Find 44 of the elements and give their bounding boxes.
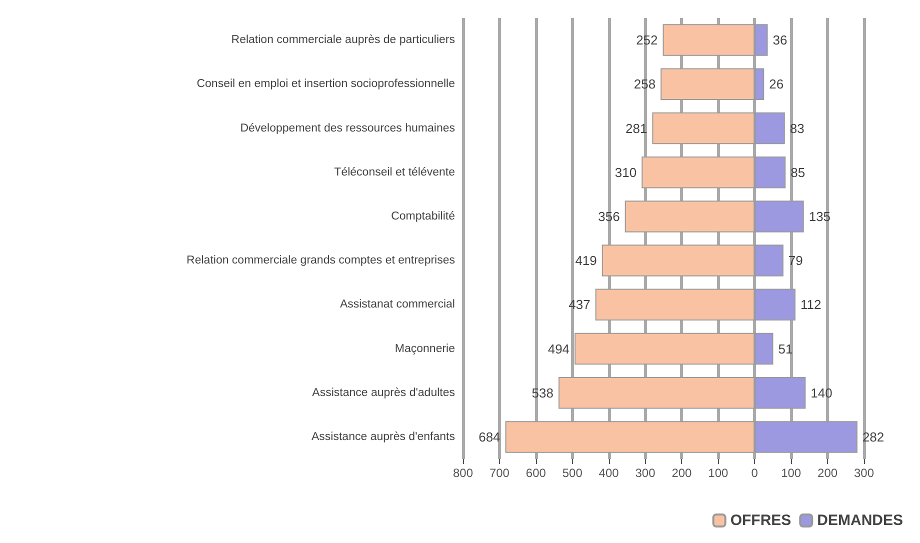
y-tick-label: Assistance auprès d'enfants [312,430,456,443]
data-label: 684 [478,429,500,444]
data-label: 258 [634,76,656,92]
x-tick-label: 100 [781,466,802,480]
x-tick-label: 400 [598,466,620,480]
data-label: 252 [636,32,658,48]
data-label: 538 [532,385,554,400]
data-label: 83 [790,120,804,136]
data-label: 494 [548,341,570,356]
x-tick-label: 800 [452,466,474,480]
legend-label: OFFRES [730,512,792,529]
legend-label: DEMANDES [817,512,904,529]
y-tick-label: Comptabilité [391,210,455,222]
data-label: 36 [772,32,788,48]
x-tick-label: 100 [708,466,729,480]
data-label: 437 [568,297,590,312]
x-tick-label: 700 [489,466,510,480]
data-label: 282 [862,429,884,444]
data-label: 85 [790,164,806,180]
y-tick-label: Conseil en emploi et insertion socioprofessionnelle [196,78,455,90]
data-label: 419 [575,253,597,268]
x-tick-label: 200 [672,466,692,480]
x-tick-label: 300 [635,466,656,480]
y-tick-label: Maçonnerie [394,342,455,355]
data-label: 135 [808,208,831,224]
x-tick-label: 600 [526,466,546,480]
y-tick-label: Relation commerciale auprès de particuliers [231,34,456,46]
data-label: 281 [625,120,648,136]
x-tick-label: 200 [818,466,838,480]
data-label: 356 [598,208,620,224]
y-tick-label: Assistance auprès d'adultes [312,386,456,399]
y-tick-label: Développement des ressources humaines [240,122,456,134]
data-label: 26 [769,76,784,92]
y-tick-label: Téléconseil et télévente [334,166,455,178]
x-tick-label: 300 [854,466,874,480]
data-label: 112 [800,297,822,312]
y-tick-label: Relation commerciale grands comptes et entreprises [186,254,456,267]
x-tick-label: 500 [562,466,583,480]
data-label: 51 [778,341,793,356]
data-label: 310 [614,164,637,180]
data-label: 140 [810,385,832,400]
x-tick-label: 0 [751,466,758,480]
y-tick-label: Assistanat commercial [340,298,455,311]
data-label: 79 [788,253,803,268]
